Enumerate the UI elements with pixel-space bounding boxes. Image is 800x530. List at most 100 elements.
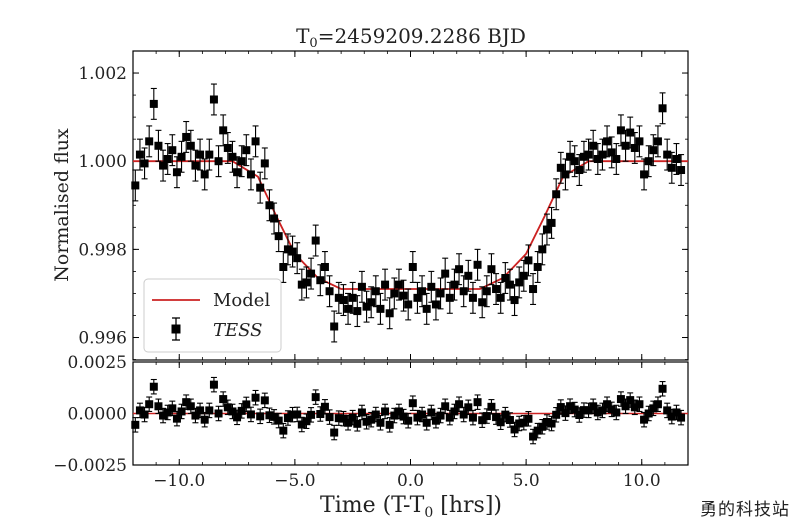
residual-point [256,412,265,421]
residual-point [524,414,533,423]
residual-point [362,417,371,426]
residual-point [593,408,602,417]
residual-point [658,384,667,393]
residual-point [288,410,297,419]
data-point [464,271,473,280]
data-point [579,152,588,161]
data-point [658,104,667,113]
data-point [556,163,565,172]
x-tick-label: 10.0 [623,471,661,491]
data-point [149,99,158,108]
residual-point [325,413,334,422]
data-point [265,201,274,210]
data-point [455,265,464,274]
data-point [233,168,242,177]
residual-point [223,403,232,412]
top-y-tick-label: 1.002 [78,64,127,84]
residual-point [390,411,399,420]
residual-point [427,408,436,417]
residual-point [251,393,260,402]
residual-point [237,406,246,415]
residual-point [385,420,394,429]
residual-point [408,399,417,408]
residual-point [607,405,616,414]
residual-point [399,412,408,421]
residual-point [630,403,639,412]
data-point [274,232,283,241]
data-point [228,152,237,161]
residual-point [501,410,510,419]
data-point [237,157,246,166]
data-point [172,168,181,177]
residual-point [196,406,205,415]
data-point [404,300,413,309]
data-point [219,126,228,135]
data-point [561,170,570,179]
data-point [584,150,593,159]
legend-box [143,278,282,353]
data-point [205,150,214,159]
residual-point [441,402,450,411]
residual-point [233,413,242,422]
data-point [177,152,186,161]
data-point [209,95,218,104]
data-point [191,161,200,170]
data-point [325,287,334,296]
data-point [339,296,348,305]
data-point [399,291,408,300]
data-point [223,143,232,152]
residual-point [482,412,491,421]
data-point [394,280,403,289]
data-point [653,137,662,146]
data-point [381,280,390,289]
data-point [621,141,630,150]
x-tick-label: 5.0 [513,471,540,491]
x-tick-label: −5.0 [274,471,315,491]
data-point [468,293,477,302]
residual-point [270,412,279,421]
data-point [436,289,445,298]
residual-point [228,407,237,416]
data-point [390,289,399,298]
residual-point [168,404,177,413]
residual-point [149,382,158,391]
residual-point [219,395,228,404]
data-point [256,183,265,192]
data-point [408,262,417,271]
top-y-tick-label: 1.000 [78,152,127,172]
data-point [302,278,311,287]
residual-point [200,415,209,424]
legend-tess-marker [171,324,181,334]
residual-point [529,432,538,441]
data-point [357,282,366,291]
data-point [422,304,431,313]
data-point [492,285,501,294]
data-point [320,262,329,271]
data-point [163,154,172,163]
data-point [200,170,209,179]
residual-point [515,419,524,428]
residual-point [584,406,593,415]
residual-point [626,396,635,405]
residual-point [135,406,144,415]
data-point [501,274,510,283]
data-point [441,269,450,278]
data-point [649,146,658,155]
data-point [196,150,205,159]
data-point [450,280,459,289]
residual-point [186,402,195,411]
bottom-y-tick-label: 0.0025 [68,353,127,373]
residual-point [371,410,380,419]
residual-point [663,406,672,415]
chart-title: T0=2459209.2286 BJD [296,24,526,51]
data-point [547,218,556,227]
residual-point [450,407,459,416]
data-point [459,287,468,296]
data-point [330,322,339,331]
residual-point [459,410,468,419]
bottom-y-tick-label: 0.0000 [68,405,127,425]
top-y-tick-label: 0.998 [78,240,127,260]
data-point [260,159,269,168]
data-point [529,285,538,294]
